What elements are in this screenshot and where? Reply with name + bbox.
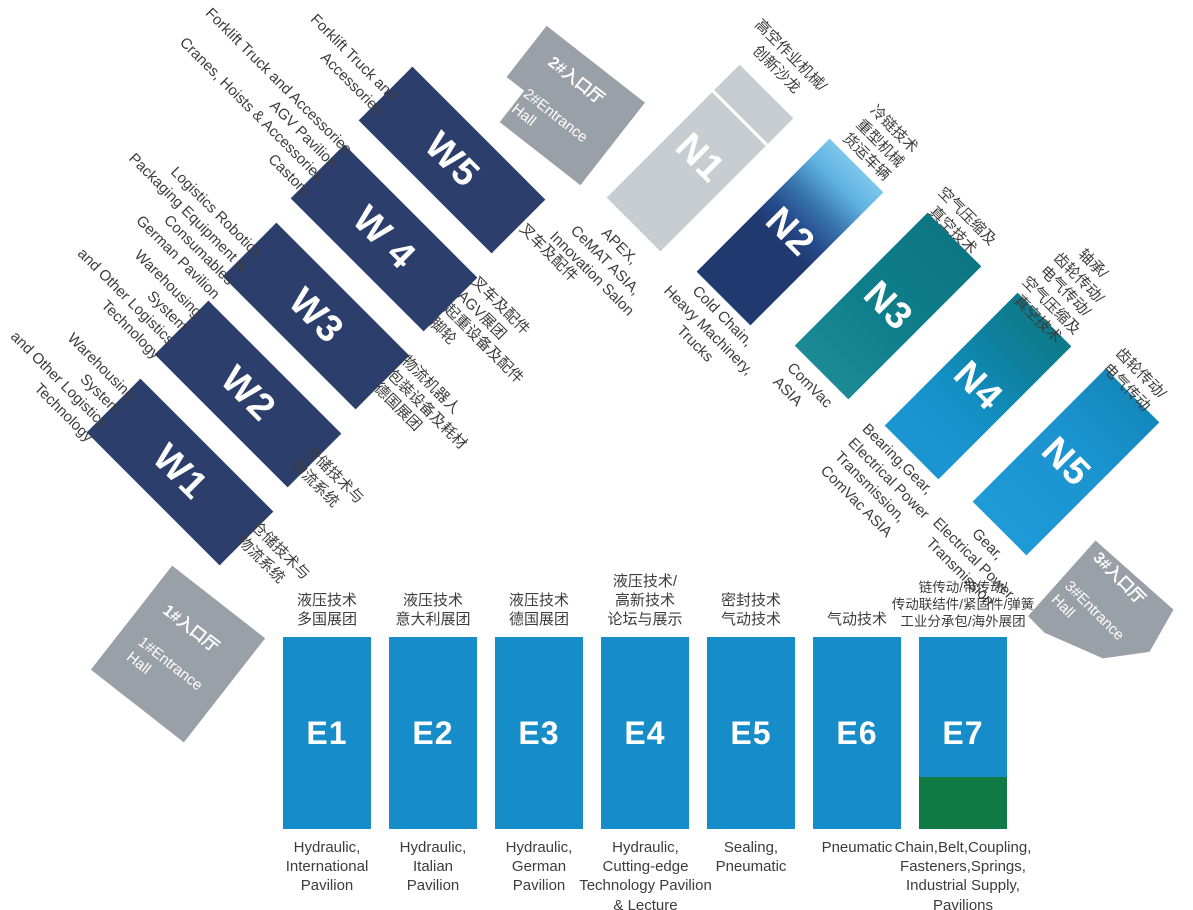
label-e1-category-cn: 液压技术 多国展团 bbox=[296, 592, 357, 629]
hall-n1-divider bbox=[712, 89, 769, 146]
hall-w4-label: W 4 bbox=[344, 197, 425, 278]
hall-e6-label: E6 bbox=[836, 714, 878, 751]
label-e2-category-cn: 液压技术 意大利展团 bbox=[395, 592, 471, 629]
hall-e5: E5 bbox=[707, 637, 795, 829]
hall-n2-label: N2 bbox=[757, 198, 824, 265]
entrance-hall-2-label-en: 2#Entrance Hall bbox=[508, 85, 592, 146]
hall-e3: E3 bbox=[495, 637, 583, 829]
hall-e1: E1 bbox=[283, 637, 371, 829]
label-e6-category-cn: 气动技术 bbox=[826, 611, 887, 628]
hall-n5-label: N5 bbox=[1033, 428, 1100, 495]
hall-n1-label: N1 bbox=[667, 124, 734, 191]
label-e1-category-en: Hydraulic, International Pavilion bbox=[285, 839, 369, 895]
label-e3-category-en: Hydraulic, German Pavilion bbox=[505, 839, 573, 895]
label-e3-category-cn: 液压技术 德国展团 bbox=[508, 592, 569, 629]
hall-e3-label: E3 bbox=[518, 714, 560, 751]
entrance-hall-1-label: 1#入口厅 1#Entrance Hall bbox=[111, 583, 245, 724]
entrance-hall-1: 1#入口厅 1#Entrance Hall bbox=[90, 565, 266, 743]
label-e7-category-cn: 链传动/带传动/ 传动联结件/紧固件/弹簧 工业分承包/海外展团 bbox=[891, 580, 1035, 629]
hall-e4: E4 bbox=[601, 637, 689, 829]
hall-w2-label: W2 bbox=[212, 357, 285, 430]
hall-e5-label: E5 bbox=[730, 714, 772, 751]
hall-w3-label: W3 bbox=[280, 279, 353, 352]
entrance-hall-3-label-en: 3#Entrance Hall bbox=[1047, 577, 1128, 645]
hall-e7: E7 bbox=[919, 637, 1007, 829]
label-e6-category-en: Pneumatic bbox=[821, 839, 893, 856]
hall-e7-label: E7 bbox=[942, 714, 984, 751]
entrance-hall-2-label: 2#入口厅 2#Entrance Hall bbox=[496, 35, 630, 176]
entrance-hall-3-label: 3#入口厅 3#Entrance Hall bbox=[1034, 541, 1173, 659]
hall-e1-label: E1 bbox=[306, 714, 348, 751]
label-e4-category-en: Hydraulic, Cutting-edge Technology Pavil… bbox=[579, 839, 712, 910]
hall-e4-label: E4 bbox=[624, 714, 666, 751]
entrance-hall-3: 3#入口厅 3#Entrance Hall bbox=[1028, 540, 1174, 659]
label-e5-category-en: Sealing, Pneumatic bbox=[715, 839, 787, 876]
hall-w1-label: W1 bbox=[144, 435, 217, 508]
label-e2-category-en: Hydraulic, Italian Pavilion bbox=[399, 839, 467, 895]
label-e7-category-en: Chain,Belt,Coupling, Fasteners,Springs, … bbox=[894, 839, 1032, 910]
entrance-hall-1-label-en: 1#Entrance Hall bbox=[123, 633, 206, 695]
hall-e6: E6 bbox=[813, 637, 901, 829]
hall-n3-label: N3 bbox=[855, 272, 922, 339]
label-e5-category-cn: 密封技术 气动技术 bbox=[720, 592, 781, 629]
hall-n4-label: N4 bbox=[945, 352, 1012, 419]
hall-e2: E2 bbox=[389, 637, 477, 829]
label-e4-category-cn: 液压技术/ 高新技术 论坛与展示 bbox=[607, 573, 683, 629]
hall-e2-label: E2 bbox=[412, 714, 454, 751]
hall-w5-label: W5 bbox=[416, 123, 489, 196]
